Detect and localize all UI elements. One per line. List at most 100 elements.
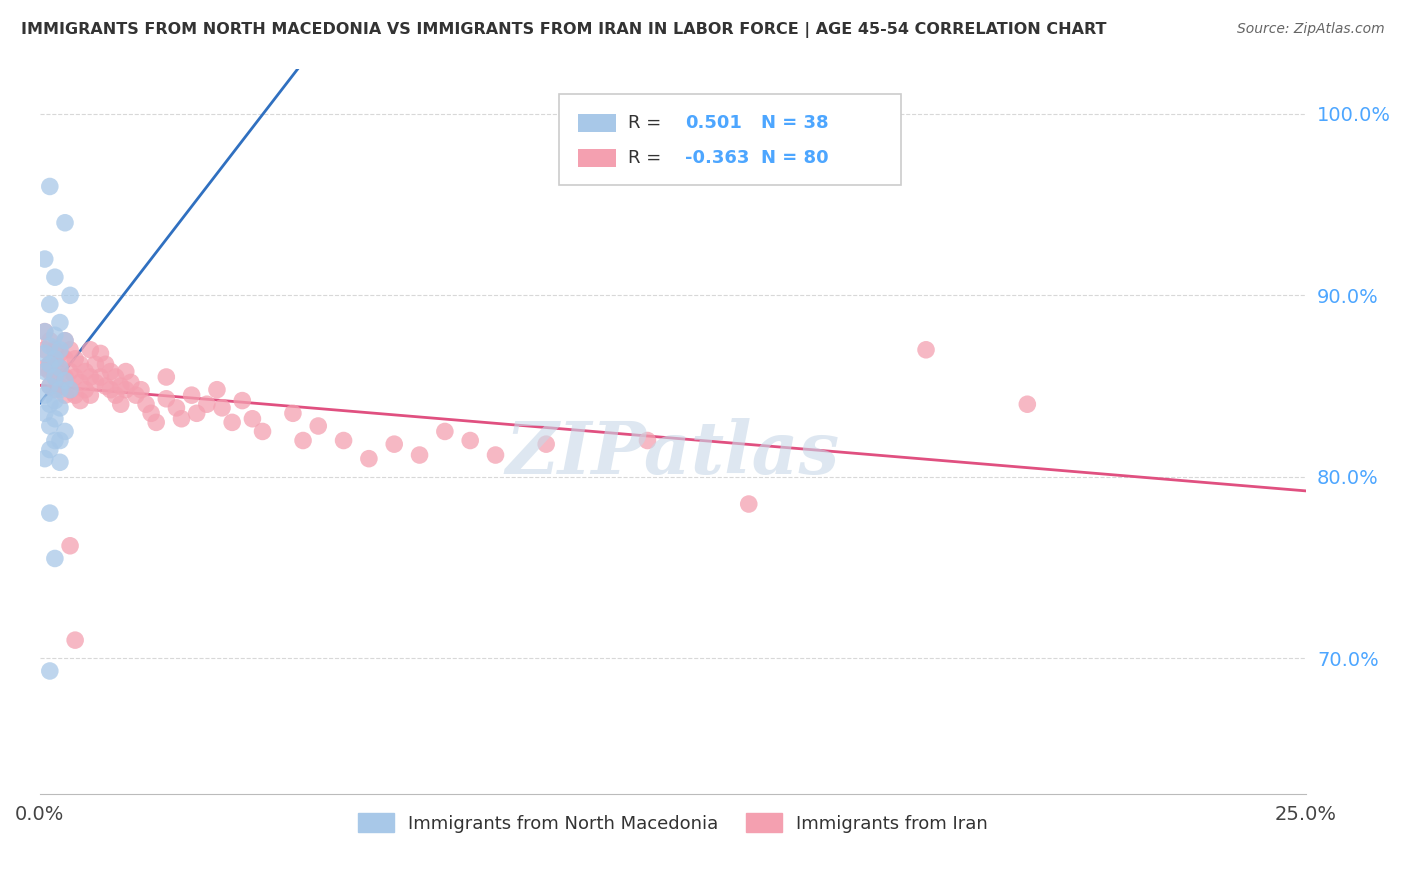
Point — [49, 346, 72, 360]
Point — [307, 419, 329, 434]
Point — [63, 388, 86, 402]
Point — [114, 383, 136, 397]
Point — [104, 388, 127, 402]
Point — [69, 393, 91, 408]
Point — [44, 383, 66, 397]
Point — [125, 388, 148, 402]
Point — [38, 379, 60, 393]
Point — [49, 379, 72, 393]
Point — [408, 448, 430, 462]
Point — [53, 334, 76, 348]
Point — [915, 343, 938, 357]
Point — [34, 325, 56, 339]
Text: -0.363: -0.363 — [686, 149, 749, 167]
Point — [49, 343, 72, 357]
Point — [34, 451, 56, 466]
Point — [34, 252, 56, 266]
Point — [110, 379, 132, 393]
Point — [139, 406, 162, 420]
Point — [44, 357, 66, 371]
Legend: Immigrants from North Macedonia, Immigrants from Iran: Immigrants from North Macedonia, Immigra… — [350, 806, 995, 839]
Point — [63, 370, 86, 384]
Point — [34, 325, 56, 339]
Point — [34, 343, 56, 357]
Point — [637, 434, 659, 448]
Point — [79, 343, 101, 357]
Text: ZIPatlas: ZIPatlas — [506, 417, 839, 489]
Point — [44, 328, 66, 343]
Point — [34, 365, 56, 379]
Point — [59, 343, 82, 357]
Text: N = 38: N = 38 — [762, 114, 830, 132]
Point — [38, 365, 60, 379]
Point — [100, 383, 122, 397]
Point — [53, 351, 76, 366]
Point — [38, 442, 60, 457]
Point — [53, 425, 76, 439]
Text: R =: R = — [628, 114, 668, 132]
Point — [44, 411, 66, 425]
Point — [44, 351, 66, 366]
Point — [100, 365, 122, 379]
Point — [59, 383, 82, 397]
Point — [458, 434, 481, 448]
Point — [79, 388, 101, 402]
Point — [38, 334, 60, 348]
Point — [120, 376, 142, 390]
Point — [129, 383, 152, 397]
Text: R =: R = — [628, 149, 668, 167]
Point — [49, 434, 72, 448]
Point — [357, 451, 380, 466]
Point — [104, 370, 127, 384]
Point — [114, 365, 136, 379]
Point — [38, 506, 60, 520]
Point — [49, 401, 72, 415]
Text: N = 80: N = 80 — [762, 149, 830, 167]
Point — [38, 297, 60, 311]
Point — [145, 416, 167, 430]
Point — [49, 455, 72, 469]
Point — [221, 416, 243, 430]
Point — [44, 270, 66, 285]
Point — [79, 370, 101, 384]
Point — [59, 539, 82, 553]
Point — [38, 179, 60, 194]
Text: Source: ZipAtlas.com: Source: ZipAtlas.com — [1237, 22, 1385, 37]
Point — [53, 374, 76, 388]
Point — [180, 388, 202, 402]
Point — [89, 370, 111, 384]
Point — [59, 383, 82, 397]
Point — [165, 401, 187, 415]
Point — [205, 383, 228, 397]
Point — [94, 379, 117, 393]
Point — [186, 406, 208, 420]
Point — [34, 388, 56, 402]
Point — [84, 376, 107, 390]
Point — [63, 351, 86, 366]
Point — [292, 434, 315, 448]
Point — [53, 388, 76, 402]
Point — [433, 425, 456, 439]
Point — [382, 437, 405, 451]
Point — [38, 379, 60, 393]
Point — [738, 497, 761, 511]
Point — [94, 357, 117, 371]
Point — [49, 360, 72, 375]
Point — [231, 393, 253, 408]
Bar — [578, 149, 616, 167]
Point — [38, 357, 60, 371]
Bar — [578, 114, 616, 132]
Point — [44, 343, 66, 357]
FancyBboxPatch shape — [558, 94, 901, 185]
Point — [44, 551, 66, 566]
Point — [195, 397, 218, 411]
Point — [63, 633, 86, 648]
Point — [53, 370, 76, 384]
Point — [49, 383, 72, 397]
Point — [75, 365, 97, 379]
Text: IMMIGRANTS FROM NORTH MACEDONIA VS IMMIGRANTS FROM IRAN IN LABOR FORCE | AGE 45-: IMMIGRANTS FROM NORTH MACEDONIA VS IMMIG… — [21, 22, 1107, 38]
Point — [44, 370, 66, 384]
Point — [155, 392, 177, 406]
Text: 0.501: 0.501 — [686, 114, 742, 132]
Point — [211, 401, 233, 415]
